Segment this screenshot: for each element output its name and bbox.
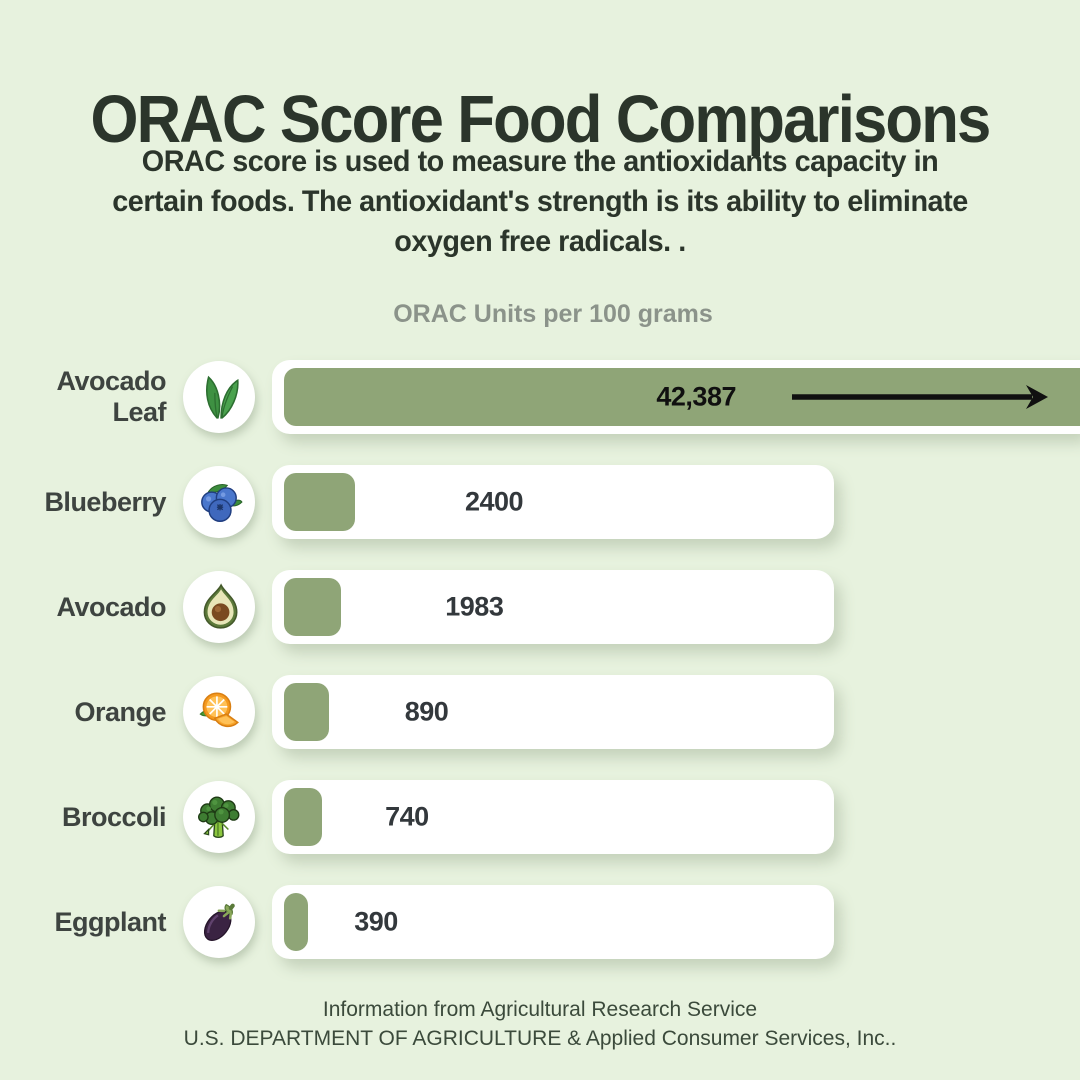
- bar-track: 740: [272, 780, 834, 854]
- chart-row-blueberry: Blueberry: [0, 465, 1080, 539]
- blueberry-icon: [183, 466, 255, 538]
- source-attribution: Information from Agricultural Research S…: [0, 995, 1080, 1053]
- bar-track-area: 740: [272, 780, 1080, 854]
- subtitle-line: oxygen free radicals. .: [394, 225, 686, 258]
- broccoli-icon: [183, 781, 255, 853]
- eggplant-icon: [183, 886, 255, 958]
- category-label: Avocado: [56, 591, 166, 622]
- bar-track-area: 42,387: [272, 360, 1080, 434]
- bar-track: 42,387: [272, 360, 1080, 434]
- bar-value: 42,387: [656, 381, 736, 412]
- bar-value: 2400: [464, 486, 524, 517]
- bar-value: 390: [354, 906, 398, 937]
- bar-track: 1983: [272, 570, 834, 644]
- bar-track: 2400: [272, 465, 834, 539]
- bar-value: 890: [404, 696, 449, 727]
- category-label: Eggplant: [54, 906, 167, 937]
- category-icon-wrap: [166, 571, 272, 643]
- bar: [284, 788, 323, 846]
- category-icon-wrap: [166, 361, 272, 433]
- subtitle-line: certain foods. The antioxidant's strengt…: [112, 185, 968, 218]
- bar-track: 890: [272, 675, 834, 749]
- avocado-leaf-icon: [183, 361, 255, 433]
- chart-row-avocado-leaf: Avocado Leaf 42,387: [0, 360, 1080, 434]
- category-label: Avocado Leaf: [56, 366, 166, 427]
- page-subtitle: ORAC score is used to measure the antiox…: [79, 142, 1001, 262]
- bar: [284, 683, 329, 741]
- chart-row-avocado: Avocado 1983: [0, 570, 1080, 644]
- subtitle-line: ORAC score is used to measure the antiox…: [141, 145, 939, 178]
- bar-track: 390: [272, 885, 834, 959]
- source-line-1: Information from Agricultural Research S…: [322, 998, 758, 1021]
- category-icon-wrap: [166, 886, 272, 958]
- category-label: Broccoli: [61, 801, 167, 832]
- chart-row-eggplant: Eggplant: [0, 885, 1080, 959]
- bar-track-area: 390: [272, 885, 1080, 959]
- bar: [284, 893, 308, 951]
- trend-arrow-icon: [792, 385, 1048, 409]
- bar-track-area: 2400: [272, 465, 1080, 539]
- source-line-2: U.S. DEPARTMENT OF AGRICULTURE & Applied…: [183, 1027, 897, 1050]
- avocado-icon: [183, 571, 255, 643]
- bar-value: 1983: [445, 591, 504, 622]
- orange-icon: [183, 676, 255, 748]
- bar-track-area: 890: [272, 675, 1080, 749]
- chart-row-broccoli: Broccoli: [0, 780, 1080, 854]
- bar-track-area: 1983: [272, 570, 1080, 644]
- category-icon-wrap: [166, 781, 272, 853]
- bar: [284, 578, 342, 636]
- chart-row-orange: Orange 890: [0, 675, 1080, 749]
- chart-title: ORAC Units per 100 grams: [393, 300, 713, 328]
- category-icon-wrap: [166, 466, 272, 538]
- category-label: Orange: [74, 696, 166, 727]
- bar-value: 740: [385, 801, 429, 832]
- category-icon-wrap: [166, 676, 272, 748]
- bar: [284, 473, 356, 531]
- bar-chart: Avocado Leaf 42,387: [0, 360, 1080, 990]
- page-title: ORAC Score Food Comparisons: [90, 81, 991, 157]
- category-label: Blueberry: [44, 486, 166, 517]
